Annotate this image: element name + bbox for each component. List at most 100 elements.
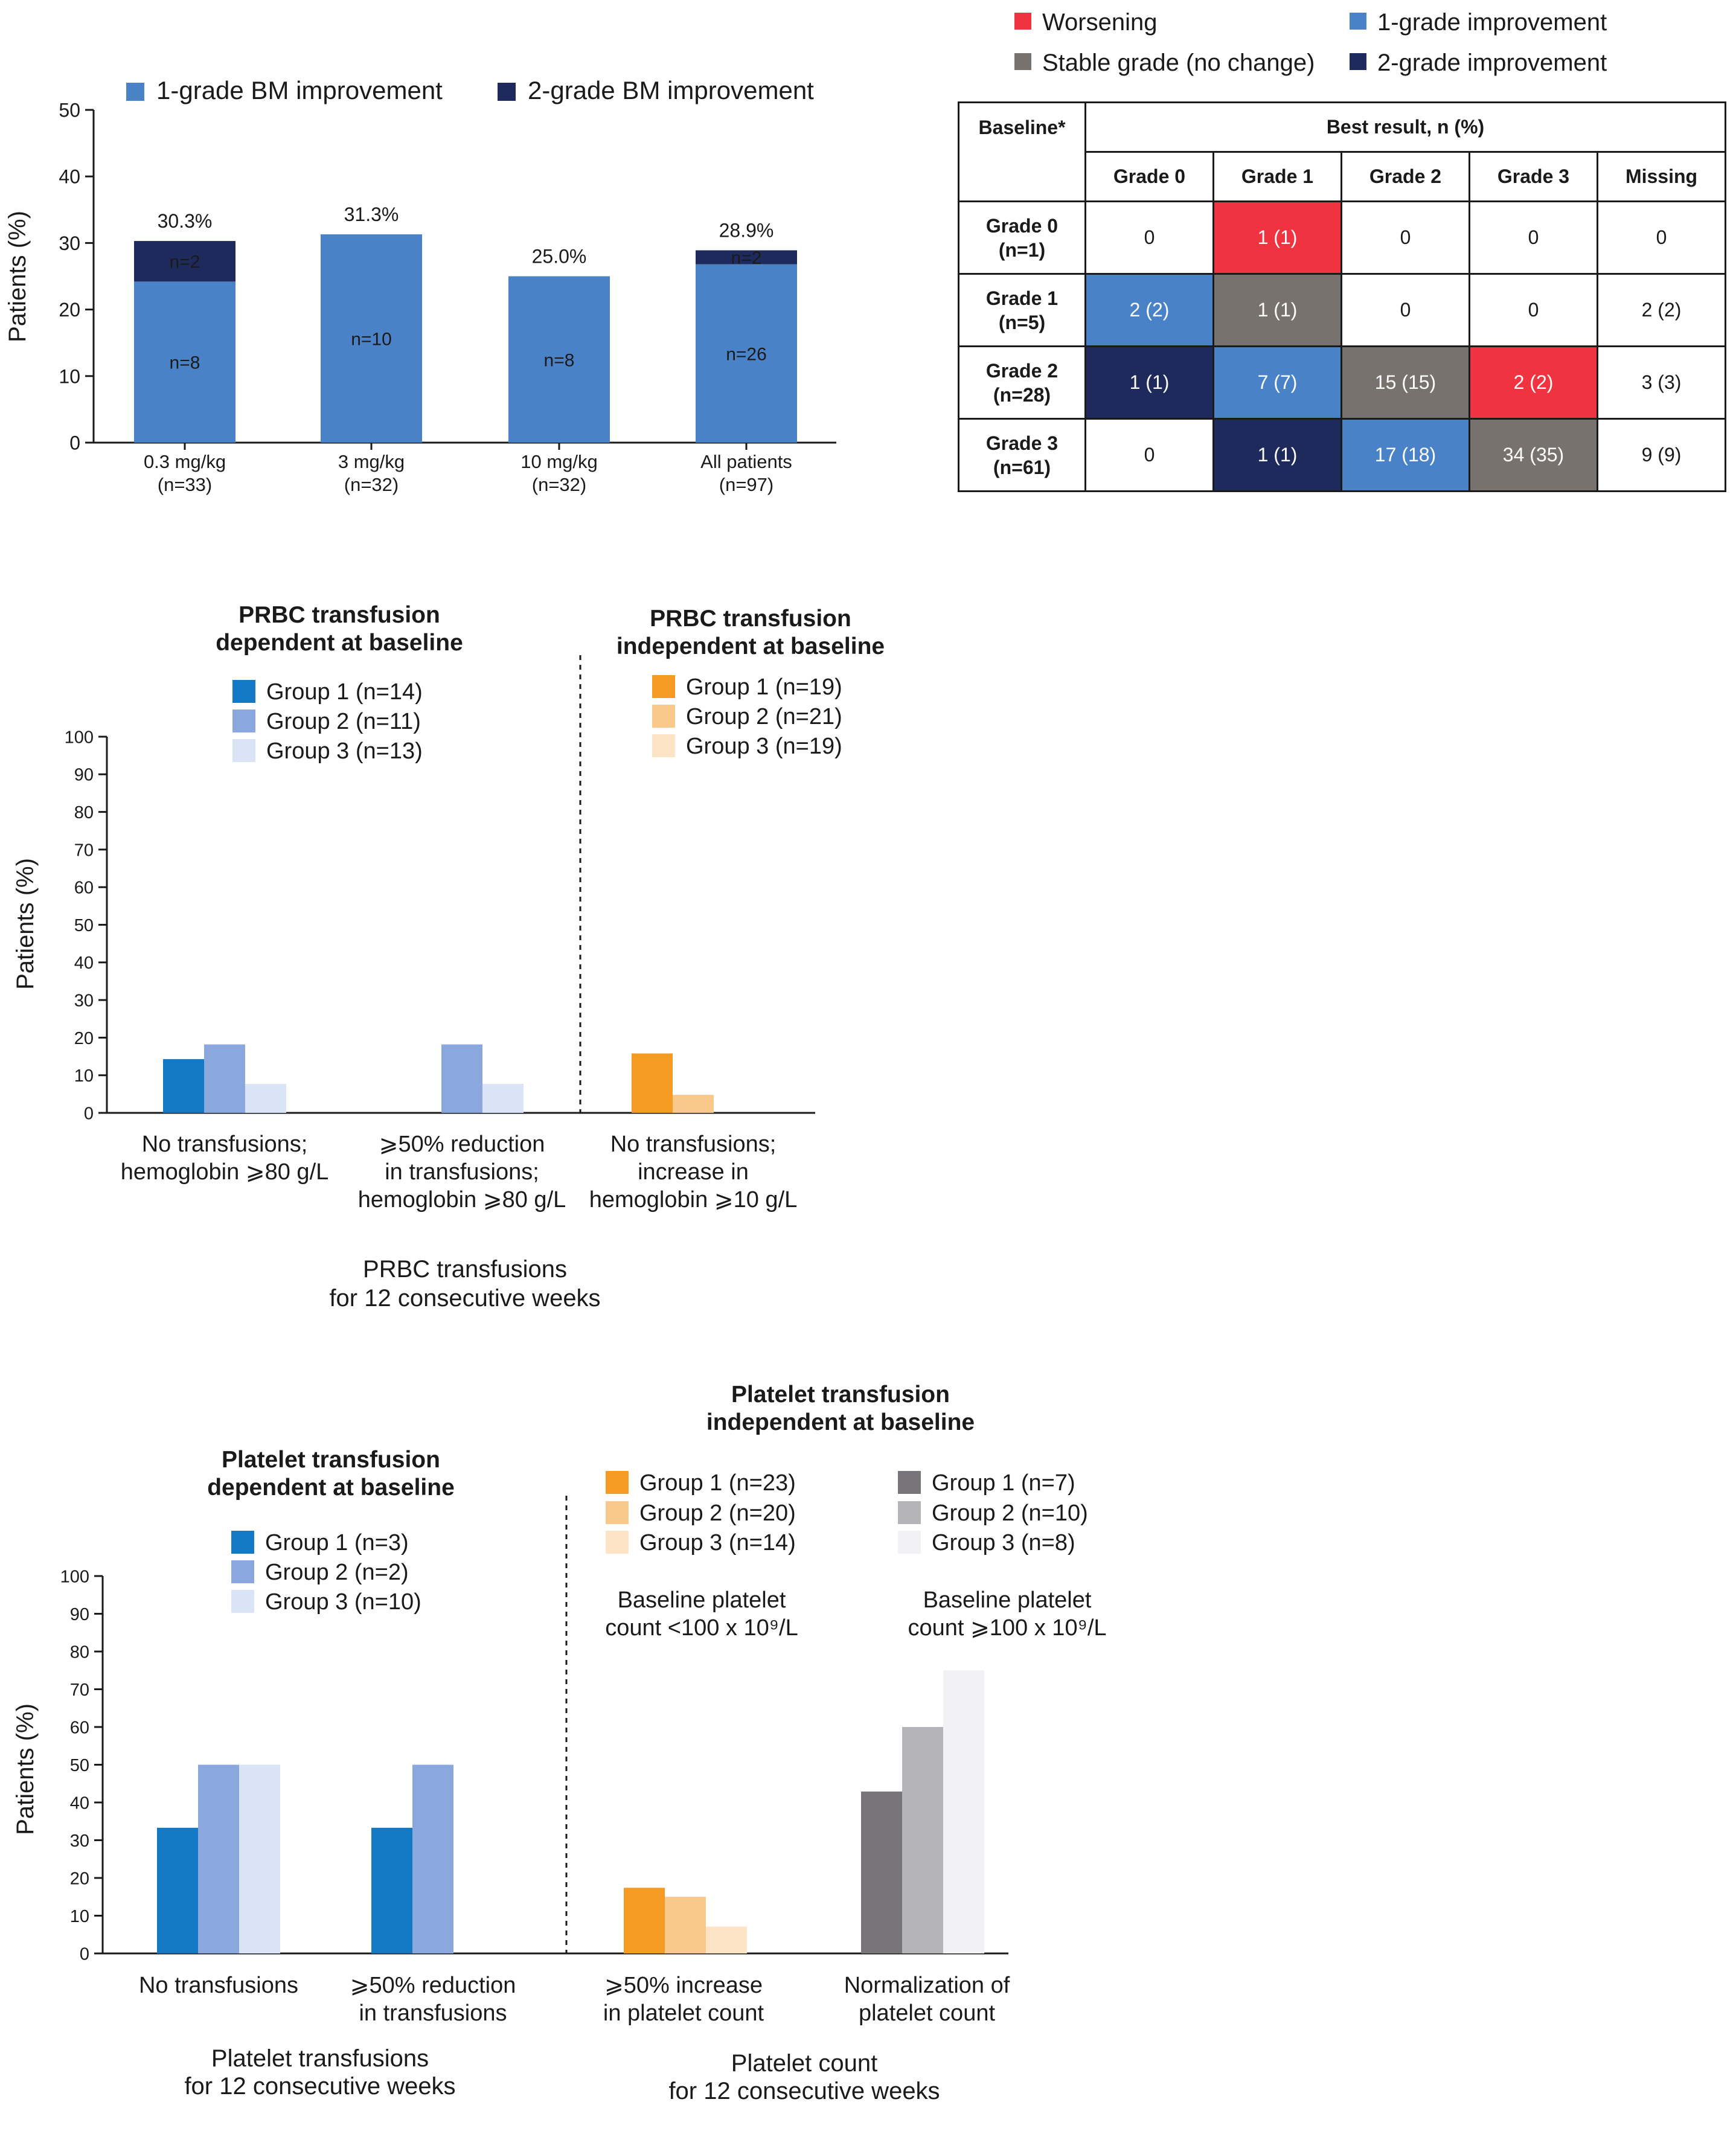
- bar-one-grade: [696, 264, 797, 443]
- x-tick-label: 0.3 mg/kg (n=33): [144, 451, 226, 495]
- bar-count-label: n=2: [170, 252, 200, 272]
- table-group-header: Best result, n (%): [1084, 101, 1726, 153]
- x-axis-title: Platelet transfusions for 12 consecutive …: [184, 2045, 455, 2100]
- legend-swatch: [652, 734, 675, 757]
- table-cell: 0: [1340, 200, 1470, 275]
- bar: [198, 1764, 239, 1953]
- y-axis-title: Patients (%): [12, 1703, 39, 1835]
- y-axis-title: Patients (%): [12, 858, 39, 990]
- y-tick-label: 30: [74, 992, 94, 1011]
- y-tick-label: 60: [70, 1718, 89, 1737]
- legend-swatch: [232, 739, 255, 762]
- legend-label: Group 2 (n=21): [686, 704, 842, 729]
- legend-swatch: [606, 1531, 629, 1554]
- y-tick-label: 10: [74, 1066, 94, 1086]
- legend-label: Group 1 (n=23): [639, 1470, 796, 1496]
- legend-label: Group 3 (n=19): [686, 734, 842, 759]
- table-cell: 1 (1): [1212, 273, 1342, 347]
- legend-label: Stable grade (no change): [1042, 50, 1315, 76]
- legend-label: Group 3 (n=8): [932, 1530, 1075, 1555]
- x-tick-label: No transfusions; increase in hemoglobin ⩾1…: [589, 1132, 798, 1213]
- bar: [157, 1827, 198, 1953]
- y-tick-label: 40: [74, 953, 94, 973]
- y-tick-label: 0: [69, 432, 80, 454]
- legend-swatch: [606, 1471, 629, 1494]
- table-row-header: Grade 3 (n=61): [958, 418, 1086, 492]
- bar: [902, 1727, 943, 1953]
- bar-total-label: 25.0%: [532, 246, 587, 268]
- table-row: Grade 3 (n=61) 0 1 (1) 17 (18) 34 (35) 9 (9): [958, 418, 1726, 492]
- x-axis-title: Platelet count for 12 consecutive weeks: [668, 2050, 940, 2104]
- y-tick-label: 20: [74, 1029, 94, 1048]
- y-tick-label: 80: [74, 803, 94, 822]
- x-tick-label: 3 mg/kg (n=32): [338, 451, 405, 495]
- x-tick-label: ⩾50% reduction in transfusions: [350, 1973, 516, 2026]
- table-cell: 0: [1469, 200, 1598, 275]
- table-cell: 17 (18): [1340, 418, 1470, 492]
- legend-swatch: [126, 83, 144, 101]
- table-cell: 0: [1597, 200, 1726, 275]
- x-tick-label: No transfusions; hemoglobin ⩾80 g/L: [121, 1132, 329, 1185]
- y-tick-label: 100: [65, 728, 94, 747]
- legend-label: Group 3 (n=13): [266, 738, 423, 764]
- grade-shift-table: Baseline* Best result, n (%) Grade 0 Grad…: [958, 101, 1726, 492]
- legend-swatch: [652, 675, 675, 698]
- bar-count-label: n=10: [351, 330, 392, 350]
- legend-swatch: [232, 710, 255, 732]
- y-tick-label: 20: [70, 1869, 89, 1888]
- table-row-header: Grade 2 (n=28): [958, 345, 1086, 420]
- table-column-header: Grade 3: [1469, 151, 1598, 202]
- y-tick-label: 90: [70, 1605, 89, 1624]
- legend-label: Group 1 (n=19): [686, 674, 842, 700]
- bar-total-label: 31.3%: [344, 203, 399, 225]
- legend-label: Group 2 (n=11): [266, 709, 421, 734]
- table-cell: 1 (1): [1212, 200, 1342, 275]
- table-column-header: Missing: [1597, 151, 1726, 202]
- legend-swatch: [898, 1501, 921, 1524]
- y-tick-label: 10: [59, 365, 80, 387]
- y-tick-label: 80: [70, 1642, 89, 1662]
- bar: [632, 1053, 673, 1113]
- table-cell: 0: [1084, 418, 1214, 492]
- legend-swatch: [652, 705, 675, 728]
- table-cell: 2 (2): [1597, 273, 1726, 347]
- table-cell: 1 (1): [1212, 418, 1342, 492]
- y-tick-label: 30: [70, 1831, 89, 1851]
- legend-label: 2-grade BM improvement: [528, 76, 814, 104]
- bar: [371, 1827, 412, 1953]
- bar-one-grade: [321, 234, 422, 443]
- table-row: Grade 2 (n=28) 1 (1) 7 (7) 15 (15) 2 (2) 3 (3): [958, 345, 1726, 420]
- panel-title: PRBC transfusion dependent at baseline: [216, 602, 463, 656]
- table-row: Grade 0 (n=1) 0 1 (1) 0 0 0: [958, 200, 1726, 275]
- table-row-header: Grade 0 (n=1): [958, 200, 1086, 275]
- legend-label: Group 3 (n=10): [265, 1589, 421, 1615]
- bar: [482, 1084, 524, 1113]
- table-column-header: Grade 1: [1212, 151, 1342, 202]
- table-cell: 2 (2): [1084, 273, 1214, 347]
- y-tick-label: 70: [70, 1680, 89, 1700]
- table-cell: 2 (2): [1469, 345, 1598, 420]
- legend-swatch: [232, 680, 255, 703]
- table-column-header: Grade 0: [1084, 151, 1214, 202]
- table-cell: 3 (3): [1597, 345, 1726, 420]
- legend-label: Group 1 (n=14): [266, 679, 423, 705]
- table-cell: 1 (1): [1084, 345, 1214, 420]
- y-tick-label: 40: [59, 166, 80, 188]
- panel-title: Platelet transfusion dependent at baselin…: [207, 1447, 455, 1501]
- x-tick-label: All patients (n=97): [700, 451, 792, 495]
- legend-swatch: [231, 1531, 254, 1554]
- y-tick-label: 10: [70, 1907, 89, 1926]
- x-tick-label: Normalization of platelet count: [844, 1973, 1010, 2026]
- y-tick-label: 0: [80, 1944, 89, 1964]
- bar: [943, 1670, 984, 1953]
- y-tick-label: 0: [84, 1104, 94, 1123]
- bar-count-label: n=8: [544, 350, 575, 370]
- legend-swatch: [606, 1501, 629, 1524]
- bar-two-grade: [696, 250, 797, 264]
- bar: [673, 1095, 714, 1113]
- y-tick-label: 20: [59, 299, 80, 321]
- bar: [163, 1059, 204, 1113]
- table-corner-header: Baseline*: [958, 101, 1086, 202]
- y-tick-label: 50: [70, 1756, 89, 1775]
